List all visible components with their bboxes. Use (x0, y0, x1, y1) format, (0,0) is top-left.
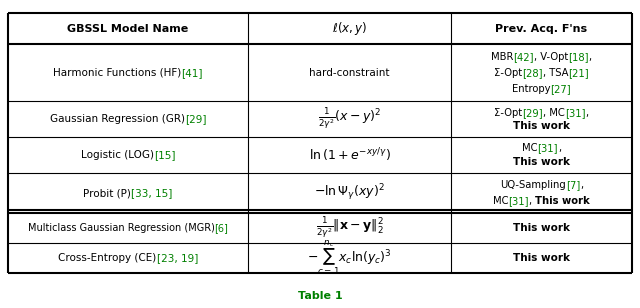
Text: Cross-Entropy (CE): Cross-Entropy (CE) (58, 253, 157, 263)
Text: This work: This work (535, 196, 590, 206)
Text: [42]: [42] (513, 52, 534, 62)
Text: Σ-Opt: Σ-Opt (494, 68, 522, 78)
Text: This work: This work (513, 121, 570, 131)
Text: [23, 19]: [23, 19] (157, 253, 198, 263)
Text: Σ-Opt: Σ-Opt (495, 108, 523, 118)
Text: [29]: [29] (185, 114, 206, 124)
Text: Table 1: Table 1 (298, 291, 342, 301)
Text: Entropy: Entropy (512, 84, 550, 94)
Text: MC: MC (522, 143, 538, 153)
Text: [33, 15]: [33, 15] (131, 188, 173, 198)
Text: [29]: [29] (523, 108, 543, 118)
Text: $\ln\left(1+e^{-xy/\gamma}\right)$: $\ln\left(1+e^{-xy/\gamma}\right)$ (308, 146, 390, 164)
Text: [31]: [31] (538, 143, 558, 153)
Text: ,: , (586, 108, 589, 118)
Text: [27]: [27] (550, 84, 571, 94)
Text: , MC: , MC (543, 108, 565, 118)
Text: Prev. Acq. F'ns: Prev. Acq. F'ns (495, 23, 588, 34)
Text: $\ell(x,y)$: $\ell(x,y)$ (332, 20, 367, 37)
Text: Logistic (LOG): Logistic (LOG) (81, 150, 154, 160)
Text: UQ-Sampling: UQ-Sampling (500, 180, 566, 190)
Text: This work: This work (513, 253, 570, 263)
Text: hard-constraint: hard-constraint (309, 68, 390, 78)
Text: GBSSL Model Name: GBSSL Model Name (67, 23, 189, 34)
Text: Probit (P): Probit (P) (83, 188, 131, 198)
Text: [31]: [31] (509, 196, 529, 206)
Text: ,: , (580, 180, 583, 190)
Text: Multiclass Gaussian Regression (MGR): Multiclass Gaussian Regression (MGR) (28, 223, 214, 233)
Text: Gaussian Regression (GR): Gaussian Regression (GR) (50, 114, 185, 124)
Text: [41]: [41] (182, 68, 203, 78)
Text: [18]: [18] (568, 52, 589, 62)
Text: Harmonic Functions (HF): Harmonic Functions (HF) (53, 68, 182, 78)
Text: [6]: [6] (214, 223, 228, 233)
Text: [15]: [15] (154, 150, 175, 160)
Text: [31]: [31] (565, 108, 586, 118)
Text: ,: , (589, 52, 592, 62)
Text: This work: This work (513, 223, 570, 233)
Text: $-\sum_{c=1}^{n_c} x_c\ln(y_c)^3$: $-\sum_{c=1}^{n_c} x_c\ln(y_c)^3$ (307, 239, 392, 278)
Text: $\frac{1}{2\gamma^2}\|\mathbf{x}-\mathbf{y}\|_2^2$: $\frac{1}{2\gamma^2}\|\mathbf{x}-\mathbf… (316, 216, 383, 241)
Text: [21]: [21] (568, 68, 589, 78)
Text: ,: , (558, 143, 561, 153)
Text: This work: This work (513, 157, 570, 167)
Text: MBR: MBR (491, 52, 513, 62)
Text: [28]: [28] (522, 68, 543, 78)
Text: , TSA: , TSA (543, 68, 568, 78)
Text: , V-Opt: , V-Opt (534, 52, 568, 62)
Text: $\frac{1}{2\gamma^2}(x-y)^2$: $\frac{1}{2\gamma^2}(x-y)^2$ (318, 107, 381, 132)
Text: ,: , (529, 196, 535, 206)
Text: $-\ln\Psi_\gamma(xy)^2$: $-\ln\Psi_\gamma(xy)^2$ (314, 183, 385, 203)
Text: [7]: [7] (566, 180, 580, 190)
Text: MC: MC (493, 196, 509, 206)
